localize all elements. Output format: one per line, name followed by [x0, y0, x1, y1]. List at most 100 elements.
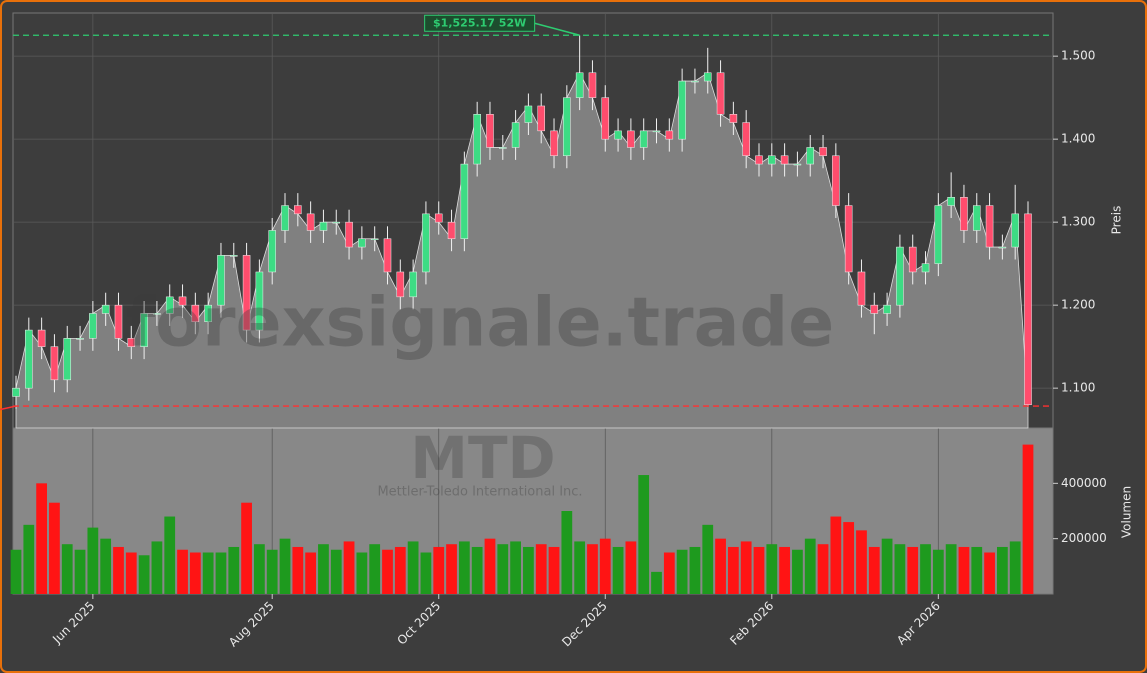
candle-body — [550, 130, 558, 157]
candle-body — [896, 246, 904, 306]
candle-body — [832, 155, 840, 206]
volume-bar — [266, 549, 278, 594]
volume-bar — [484, 538, 496, 594]
volume-bar — [702, 524, 714, 594]
volume-bar — [779, 546, 790, 594]
volume-bar — [792, 549, 803, 594]
candle-body — [319, 221, 328, 231]
volume-bar — [382, 549, 393, 594]
volume-bar — [497, 544, 509, 594]
volume-bar — [561, 511, 573, 594]
candle-body — [588, 72, 597, 98]
candle-body — [89, 313, 97, 339]
volume-bar — [753, 546, 765, 594]
candle-body — [908, 246, 917, 273]
volume-bar — [587, 544, 598, 594]
volume-bar — [625, 541, 637, 594]
candle-body — [768, 155, 776, 165]
candle-body — [691, 80, 699, 83]
volume-bar — [458, 541, 470, 594]
volume-bar — [971, 546, 983, 594]
candle-body — [268, 230, 276, 273]
candle-body — [780, 155, 789, 165]
volume-bar — [100, 538, 112, 594]
watermark: forexsignale.trade — [126, 284, 835, 363]
candle-body — [678, 80, 686, 140]
candle-body — [178, 296, 187, 306]
candle-body — [12, 387, 20, 397]
volume-bar — [369, 544, 381, 594]
candle-body — [153, 313, 161, 315]
candle-body — [703, 72, 712, 82]
candle-body — [806, 147, 815, 165]
volume-bar — [138, 555, 150, 594]
volume-bar — [343, 541, 355, 594]
candle-body — [627, 130, 635, 148]
candle-body — [332, 221, 341, 224]
candle-body — [639, 130, 648, 148]
volume-bar — [23, 524, 35, 594]
candle-body — [370, 238, 379, 241]
volume-bar — [984, 552, 995, 594]
candle-body — [25, 329, 33, 389]
candle-body — [601, 97, 610, 140]
volume-bar — [433, 546, 445, 594]
candle-body — [140, 313, 148, 347]
candle-body — [819, 147, 827, 157]
candle-body — [165, 296, 174, 314]
volume-bar — [254, 544, 265, 594]
candle-body — [716, 72, 725, 115]
candle-body — [242, 255, 251, 331]
candle-body — [358, 238, 366, 248]
volume-bar — [189, 552, 201, 594]
annotation-label: $1,525.17 52W — [433, 16, 526, 29]
candle-body — [255, 271, 264, 331]
candle-body — [217, 255, 225, 306]
candle-body — [383, 238, 392, 273]
candle-body — [793, 163, 802, 166]
candle-body — [998, 246, 1007, 249]
volume-bar — [932, 549, 944, 594]
candle-body — [345, 221, 353, 248]
candle-body — [37, 329, 46, 347]
volume-bar — [945, 544, 957, 594]
candle-body — [486, 114, 494, 148]
volume-bar — [676, 549, 688, 594]
volume-bar — [177, 549, 188, 594]
volume-bar — [920, 544, 931, 594]
volume-bar — [868, 546, 880, 594]
candle-body — [101, 304, 110, 314]
y-tick-label: 1.400 — [1061, 132, 1095, 146]
candle-body — [396, 271, 405, 298]
volume-bar — [766, 544, 778, 594]
volume-bar — [817, 544, 829, 594]
candle-body — [947, 197, 955, 206]
volume-bar — [599, 538, 611, 594]
candle-body — [960, 197, 968, 231]
volume-bar — [228, 546, 240, 594]
y-tick-label: 1.200 — [1061, 298, 1095, 312]
volume-bar — [215, 552, 227, 594]
candle-body — [883, 304, 891, 314]
candle-body — [844, 205, 853, 273]
candle-body — [294, 205, 302, 215]
candle-body — [511, 122, 520, 148]
symbol-watermark: MTD — [410, 424, 555, 492]
volume-bar — [996, 546, 1008, 594]
volume-bar — [856, 530, 867, 594]
volume-bar — [87, 527, 99, 594]
volume-bar — [305, 552, 317, 594]
volume-bar — [740, 541, 752, 594]
candle-body — [575, 72, 584, 98]
volume-bar — [330, 549, 342, 594]
candle-body — [422, 213, 430, 273]
volume-bar — [420, 552, 432, 594]
candle-body — [857, 271, 866, 306]
company-watermark: Mettler-Toledo International Inc. — [377, 485, 582, 500]
candle-body — [434, 213, 443, 223]
volume-bar — [151, 541, 163, 594]
volume-bar — [1009, 541, 1021, 594]
candle-body — [306, 213, 315, 231]
